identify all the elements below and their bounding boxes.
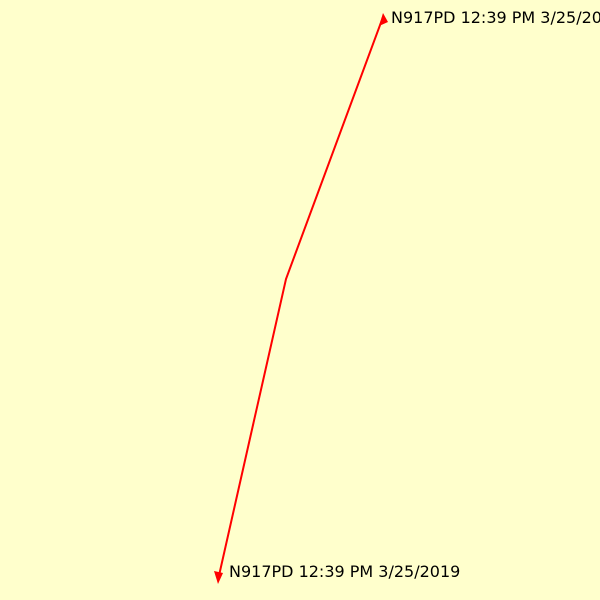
track-end-label: N917PD 12:39 PM 3/25/2019 — [229, 562, 460, 581]
track-start-arrow-icon[interactable] — [379, 13, 388, 26]
flight-track-line — [217, 16, 384, 581]
track-start-label: N917PD 12:39 PM 3/25/20 — [391, 8, 600, 27]
track-end-arrow-icon[interactable] — [214, 571, 223, 584]
